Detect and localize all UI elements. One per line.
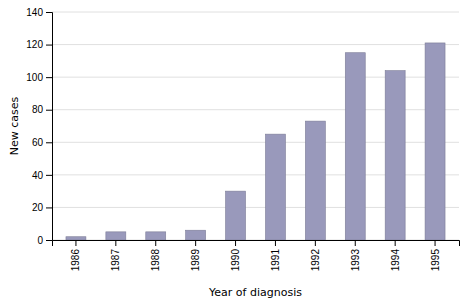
x-tick-mark	[355, 240, 356, 246]
x-tick-mark	[115, 240, 116, 246]
x-tick-mark	[435, 240, 436, 246]
y-tick-label: 0	[37, 235, 43, 246]
x-tick-label: 1988	[150, 249, 161, 272]
y-axis-title: New cases	[8, 96, 21, 155]
y-tick: 0	[37, 235, 52, 246]
y-tick-label: 60	[32, 137, 44, 148]
x-tick: 1994	[390, 240, 401, 271]
x-tick-label: 1993	[350, 249, 361, 272]
x-tick: 1988	[150, 240, 161, 271]
x-tick-mark	[235, 240, 236, 246]
x-tick-mark	[75, 240, 76, 246]
x-tick: 1995	[430, 240, 441, 271]
x-tick-mark	[315, 240, 316, 246]
x-tick-label: 1991	[270, 249, 281, 272]
bar	[186, 230, 206, 240]
y-tick-label: 100	[26, 72, 43, 83]
bar	[425, 43, 445, 240]
bar	[305, 121, 325, 240]
x-tick-label: 1992	[310, 249, 321, 272]
x-tick: 1990	[230, 240, 241, 271]
y-tick-mark	[46, 45, 52, 46]
y-tick-label: 120	[26, 39, 43, 50]
y-tick: 40	[32, 170, 52, 181]
y-tick: 80	[32, 104, 52, 115]
x-tick-mark	[275, 240, 276, 246]
x-tick-label: 1989	[190, 249, 201, 272]
bar	[345, 53, 365, 240]
y-tick-label: 40	[32, 170, 44, 181]
y-tick-mark	[46, 110, 52, 111]
x-tick-mark	[155, 240, 156, 246]
bars	[66, 43, 445, 240]
x-axis: 1986 1987 1988 1989 1990 1991 1992 1993 1994 1995	[53, 240, 460, 271]
axis-domain	[46, 13, 53, 241]
bar	[226, 191, 246, 240]
grid-line	[52, 44, 459, 45]
bar	[146, 232, 166, 240]
bar	[66, 237, 86, 240]
y-tick-mark	[46, 175, 52, 176]
grid	[52, 12, 459, 240]
x-tick: 1987	[110, 240, 121, 271]
x-tick-label: 1995	[430, 249, 441, 272]
x-tick-label: 1994	[390, 249, 401, 272]
x-tick: 1991	[270, 240, 281, 271]
y-tick-mark	[46, 142, 52, 143]
x-tick: 1993	[350, 240, 361, 271]
x-tick-label: 1986	[70, 249, 81, 272]
y-tick-mark	[46, 12, 52, 13]
x-tick: 1992	[310, 240, 321, 271]
y-tick-label: 80	[32, 104, 44, 115]
x-tick-label: 1990	[230, 249, 241, 272]
plot: 1986 1987 1988 1989 1990 1991 1992 1993 1994 1995…	[26, 7, 459, 272]
x-tick-label: 1987	[110, 249, 121, 272]
chart: 1986 1987 1988 1989 1990 1991 1992 1993 1994 1995…	[0, 0, 474, 302]
x-tick: 1986	[70, 240, 81, 271]
axis-domain	[53, 241, 460, 247]
bar	[385, 71, 405, 240]
y-tick: 120	[26, 39, 52, 50]
y-tick-mark	[46, 207, 52, 208]
x-tick-mark	[395, 240, 396, 246]
y-tick: 20	[32, 202, 52, 213]
grid-line	[52, 12, 459, 13]
y-tick: 100	[26, 72, 52, 83]
y-tick: 60	[32, 137, 52, 148]
y-tick: 140	[26, 7, 52, 18]
x-tick-mark	[195, 240, 196, 246]
bar	[106, 232, 126, 240]
y-tick-mark	[46, 240, 52, 241]
y-tick-label: 140	[26, 7, 43, 18]
x-axis-title: Year of diagnosis	[208, 286, 302, 299]
y-tick-label: 20	[32, 202, 44, 213]
bar	[265, 134, 285, 240]
y-tick-mark	[46, 77, 52, 78]
x-tick: 1989	[190, 240, 201, 271]
y-axis: 0 20 40 60 80 100 120 140	[26, 7, 52, 246]
